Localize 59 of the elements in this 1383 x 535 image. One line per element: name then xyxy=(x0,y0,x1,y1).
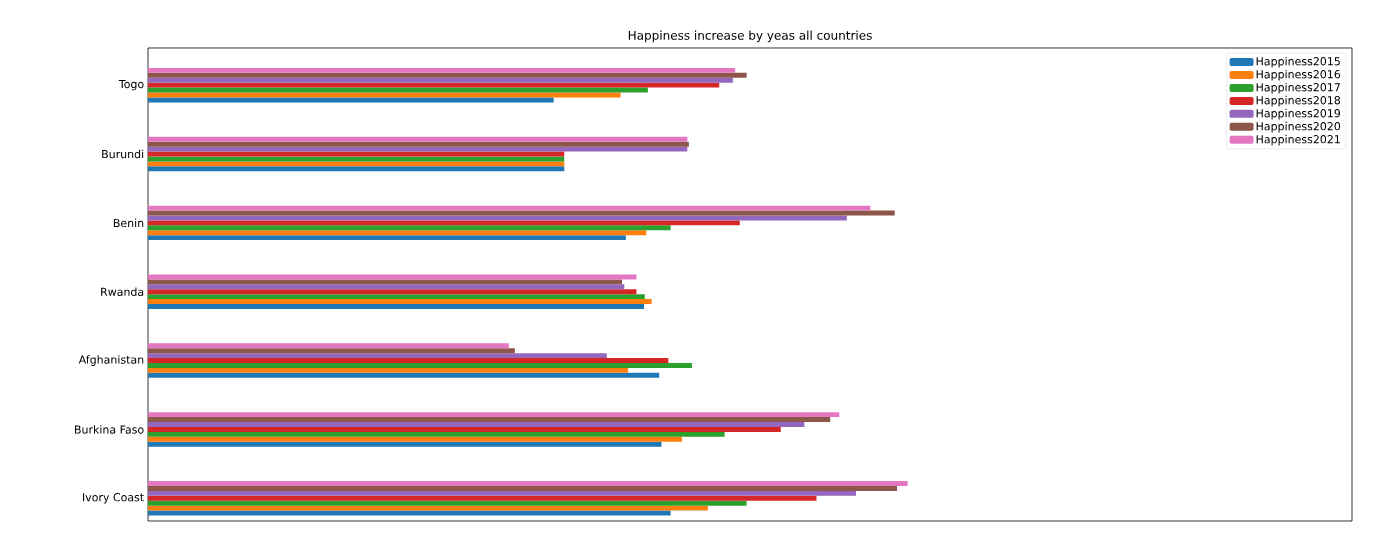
bar xyxy=(148,235,626,241)
bar xyxy=(148,422,805,427)
bar xyxy=(148,72,747,78)
bar xyxy=(148,284,625,290)
legend-label: Happiness2016 xyxy=(1256,69,1341,81)
bar xyxy=(148,97,554,103)
y-tick-label: Burundi xyxy=(102,149,144,159)
legend-label: Happiness2019 xyxy=(1256,108,1341,120)
bar xyxy=(148,431,725,437)
bar xyxy=(148,156,565,162)
bar xyxy=(148,230,647,236)
bar xyxy=(148,67,736,73)
bar xyxy=(148,426,781,432)
y-tick-label: Benin xyxy=(113,218,144,228)
bar xyxy=(148,225,671,231)
bar xyxy=(148,372,660,378)
bar xyxy=(148,441,662,447)
legend-label: Happiness2018 xyxy=(1256,95,1341,107)
bar xyxy=(148,166,565,172)
bar xyxy=(148,348,515,354)
bar xyxy=(148,136,688,142)
bar xyxy=(148,215,847,221)
bar xyxy=(148,141,689,147)
chart-title: Happiness increase by yeas all countries xyxy=(628,30,872,43)
y-tick-label: Ivory Coast xyxy=(83,493,144,504)
bar xyxy=(148,358,669,364)
legend-label: Happiness2015 xyxy=(1256,56,1340,68)
bar xyxy=(148,481,908,486)
bar xyxy=(148,343,509,349)
bar xyxy=(148,353,607,359)
bar xyxy=(148,146,688,152)
bar xyxy=(148,500,747,506)
y-tick-label: Rwanda xyxy=(101,287,144,296)
bar xyxy=(148,436,683,442)
bar xyxy=(148,412,840,418)
legend-label: Happiness2017 xyxy=(1256,82,1340,94)
bar xyxy=(148,299,652,305)
bar xyxy=(148,490,856,496)
bar xyxy=(148,87,648,93)
legend-label: Happiness2021 xyxy=(1256,134,1340,146)
bar xyxy=(148,294,645,300)
y-tick-label: Afghanistan xyxy=(78,355,144,366)
bar xyxy=(148,77,733,83)
legend-label: Happiness2020 xyxy=(1256,121,1341,133)
bar xyxy=(148,82,720,88)
bar xyxy=(148,205,871,211)
bar xyxy=(148,505,708,511)
bar xyxy=(148,279,623,285)
bar xyxy=(148,485,897,491)
bar xyxy=(148,289,637,295)
bar xyxy=(148,367,629,373)
bar xyxy=(148,220,740,226)
y-tick-label: Togo xyxy=(118,80,144,91)
y-tick-label: Burkina Faso xyxy=(75,425,144,434)
bar xyxy=(148,417,831,423)
bar xyxy=(148,304,645,309)
bar xyxy=(148,363,692,368)
bar xyxy=(148,495,817,501)
bar xyxy=(148,161,565,167)
